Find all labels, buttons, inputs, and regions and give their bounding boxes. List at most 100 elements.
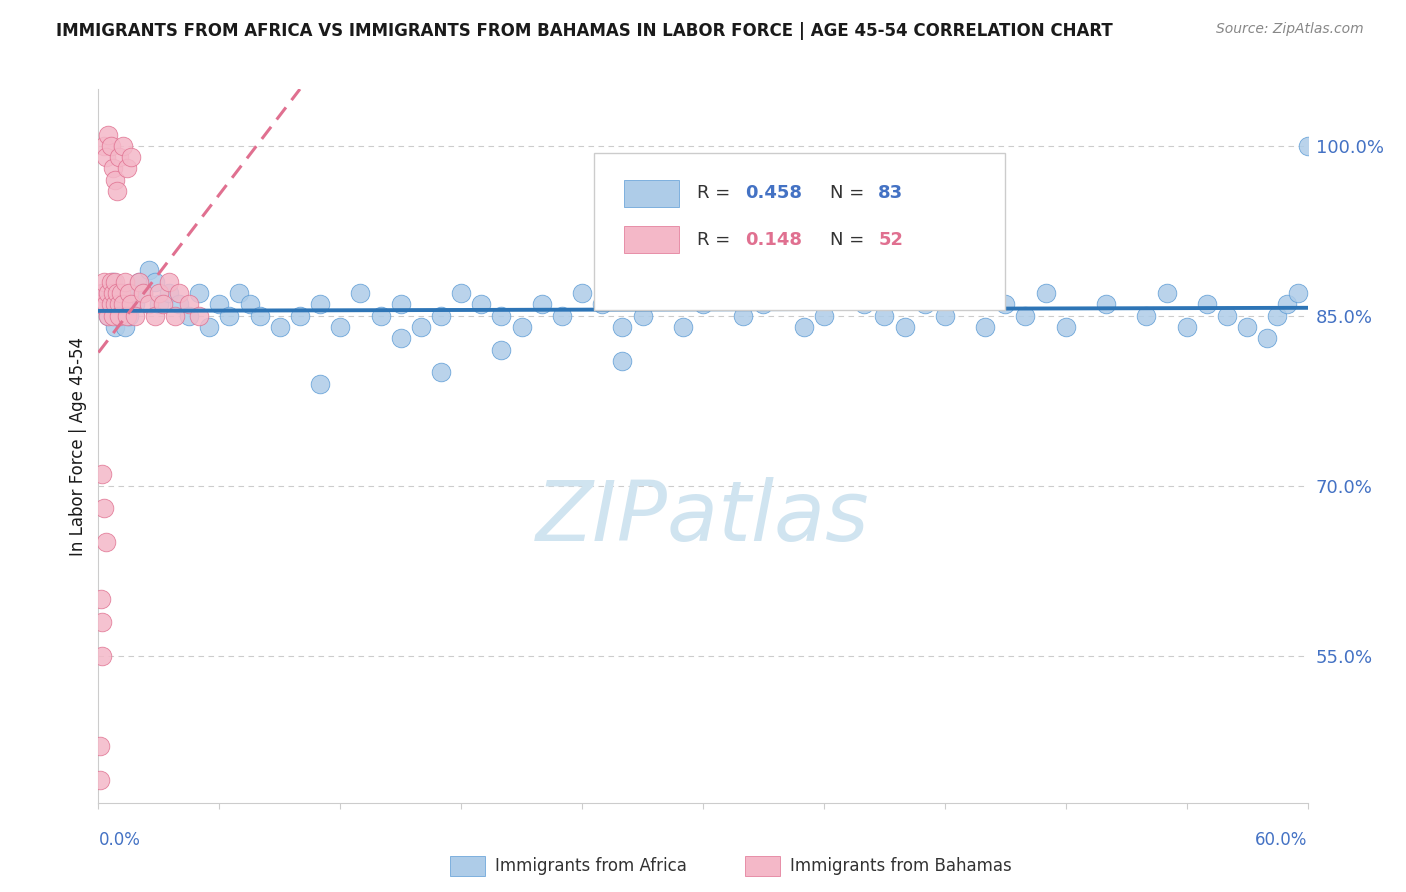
Point: [179, 309, 201, 323]
Point: [813, 309, 835, 323]
Point: [1035, 286, 1057, 301]
Point: [103, 275, 125, 289]
Point: [114, 275, 136, 289]
Point: [118, 309, 141, 323]
Point: [138, 297, 160, 311]
Point: [89, 297, 111, 311]
Point: [389, 297, 412, 311]
Point: [510, 320, 533, 334]
Point: [893, 320, 915, 334]
Point: [218, 309, 240, 323]
Point: [1236, 320, 1258, 334]
Point: [100, 297, 122, 311]
Text: 83: 83: [879, 185, 904, 202]
Point: [96, 297, 118, 311]
Point: [491, 309, 513, 323]
Point: [167, 297, 190, 311]
Point: [793, 320, 815, 334]
Point: [309, 297, 332, 311]
Point: [111, 138, 134, 153]
Point: [93, 138, 115, 153]
Point: [491, 343, 513, 357]
Point: [309, 376, 332, 391]
Point: [100, 297, 122, 311]
Point: [1054, 320, 1077, 334]
Point: [1296, 138, 1319, 153]
Text: 0.458: 0.458: [745, 185, 803, 202]
Text: N =: N =: [830, 185, 870, 202]
Text: Immigrants from Bahamas: Immigrants from Bahamas: [790, 857, 1012, 875]
Point: [631, 309, 654, 323]
Point: [733, 309, 755, 323]
Text: 52: 52: [879, 232, 903, 250]
FancyBboxPatch shape: [595, 153, 1005, 310]
Point: [120, 297, 142, 311]
Point: [103, 173, 125, 187]
Point: [110, 286, 132, 301]
Point: [994, 297, 1017, 311]
Point: [239, 297, 262, 311]
Point: [1216, 309, 1239, 323]
Point: [90, 591, 112, 606]
Point: [612, 354, 634, 368]
Point: [105, 286, 128, 301]
Point: [163, 309, 186, 323]
Point: [143, 275, 166, 289]
Point: [329, 320, 352, 334]
Point: [101, 309, 124, 323]
Point: [832, 286, 855, 301]
Point: [89, 773, 111, 788]
Point: [1135, 309, 1157, 323]
Point: [100, 275, 122, 289]
Point: [111, 297, 134, 311]
Point: [1014, 309, 1036, 323]
Point: [107, 309, 129, 323]
Point: [853, 297, 876, 311]
Point: [103, 297, 125, 311]
Point: [105, 184, 128, 198]
Point: [115, 161, 138, 176]
Text: N =: N =: [830, 232, 870, 250]
Point: [430, 309, 453, 323]
Point: [107, 150, 129, 164]
Text: R =: R =: [697, 185, 735, 202]
Point: [100, 138, 122, 153]
Point: [97, 309, 120, 323]
Point: [1286, 286, 1309, 301]
Point: [93, 286, 115, 301]
Text: Immigrants from Africa: Immigrants from Africa: [495, 857, 686, 875]
Point: [97, 309, 120, 323]
Point: [132, 286, 155, 301]
Point: [167, 286, 190, 301]
Point: [93, 275, 115, 289]
Point: [89, 739, 111, 754]
Y-axis label: In Labor Force | Age 45-54: In Labor Force | Age 45-54: [69, 336, 87, 556]
Point: [591, 297, 613, 311]
Point: [179, 297, 201, 311]
Point: [115, 309, 138, 323]
FancyBboxPatch shape: [624, 227, 679, 253]
Point: [1095, 297, 1118, 311]
Point: [1267, 309, 1289, 323]
Point: [430, 365, 453, 379]
Point: [143, 309, 166, 323]
Text: 0.148: 0.148: [745, 232, 803, 250]
Point: [1277, 297, 1299, 311]
Point: [124, 297, 146, 311]
Point: [551, 309, 574, 323]
Point: [914, 297, 936, 311]
Point: [128, 275, 150, 289]
Point: [132, 286, 155, 301]
Point: [124, 309, 146, 323]
Point: [111, 286, 134, 301]
Point: [612, 320, 634, 334]
Point: [571, 286, 593, 301]
Point: [470, 297, 492, 311]
Point: [269, 320, 291, 334]
Point: [249, 309, 271, 323]
Point: [288, 309, 311, 323]
Text: R =: R =: [697, 232, 735, 250]
Text: Source: ZipAtlas.com: Source: ZipAtlas.com: [1216, 22, 1364, 37]
Point: [114, 320, 136, 334]
Text: 60.0%: 60.0%: [1256, 831, 1308, 849]
